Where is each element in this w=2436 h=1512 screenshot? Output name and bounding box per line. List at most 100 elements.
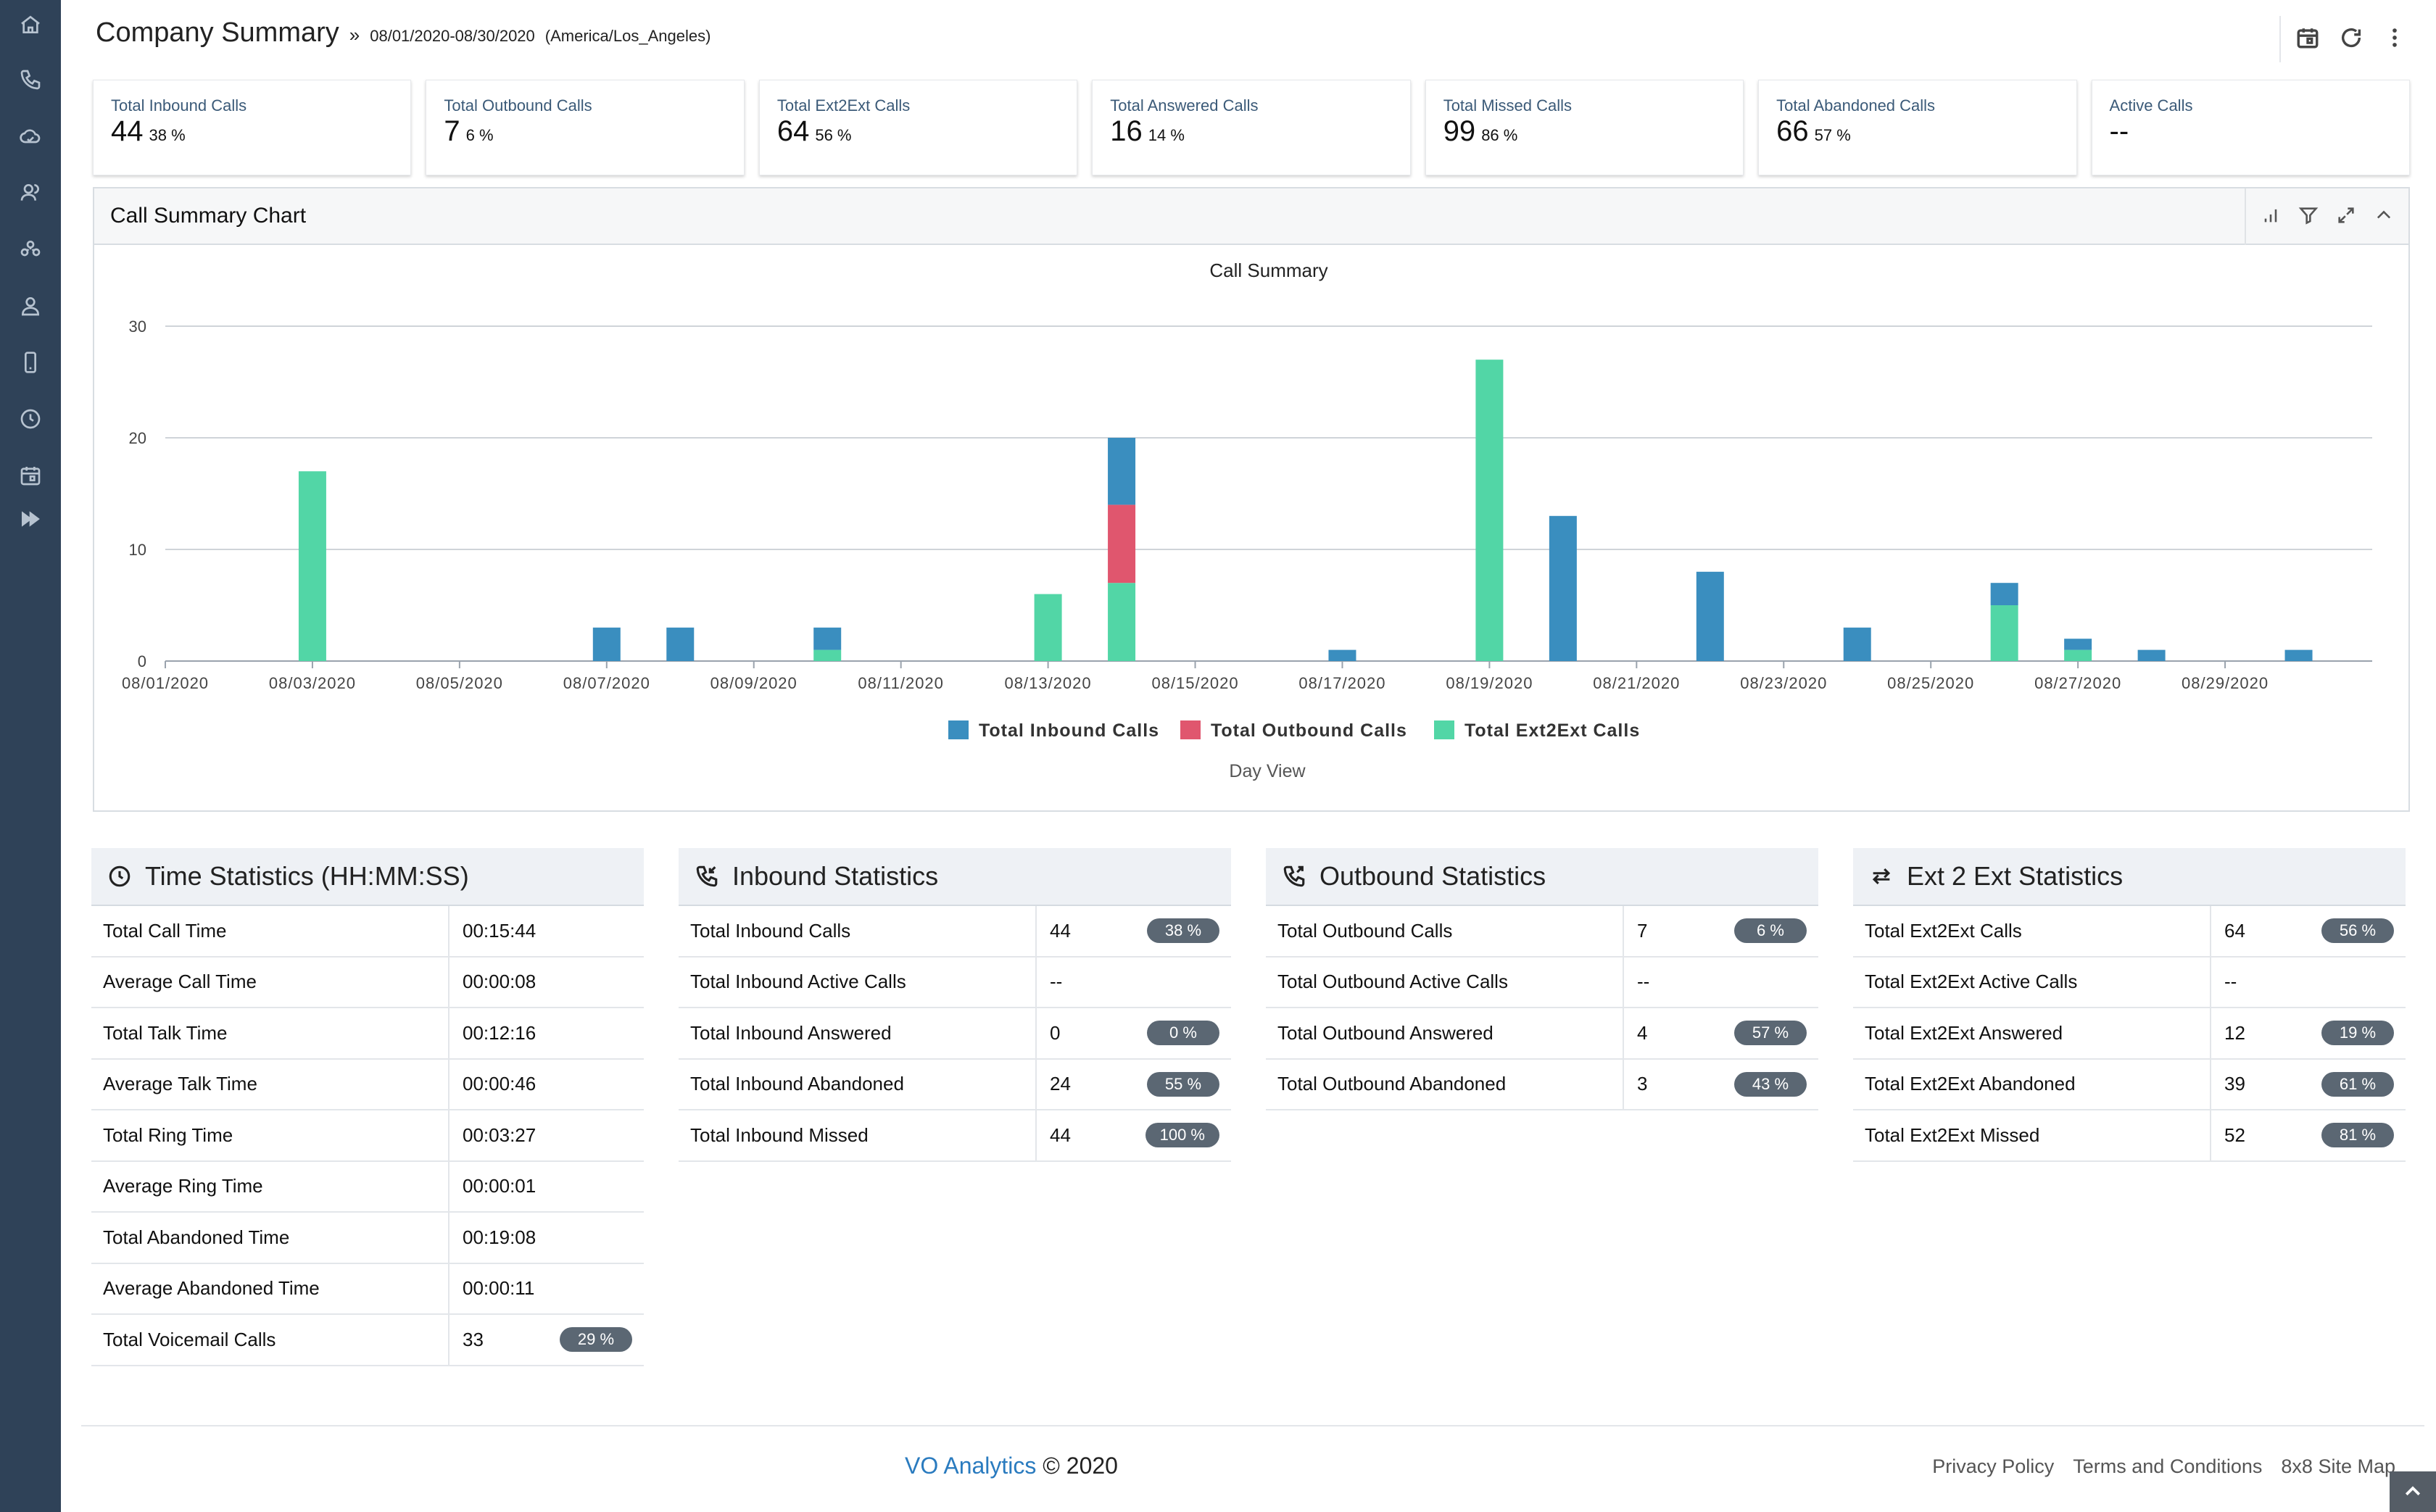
row-value: 00:00:11 bbox=[463, 1277, 535, 1300]
y-tick-label: 30 bbox=[129, 317, 146, 336]
kpi-card-abandoned[interactable]: Total Abandoned Calls 66 57 % bbox=[1758, 80, 2077, 175]
calendar-icon[interactable] bbox=[16, 461, 45, 490]
call-summary-chart-panel: Call Summary Chart Call Summary 0 10 20 30 08… bbox=[93, 187, 2410, 812]
kpi-card-answered[interactable]: Total Answered Calls 16 14 % bbox=[1092, 80, 1411, 175]
user-icon[interactable] bbox=[16, 291, 45, 320]
more-vertical-icon[interactable] bbox=[2382, 25, 2407, 54]
kpi-percent: 57 % bbox=[1814, 126, 1851, 144]
row-value-cell: -- bbox=[1037, 958, 1231, 1008]
legend-swatch bbox=[948, 720, 969, 739]
row-label: Total Ring Time bbox=[91, 1110, 450, 1160]
row-value: 52 bbox=[2224, 1123, 2245, 1146]
table-row: Total Voicemail Calls 33 29 % bbox=[91, 1315, 644, 1366]
bar bbox=[2284, 649, 2313, 661]
expand-icon[interactable] bbox=[16, 504, 45, 533]
kpi-card-missed[interactable]: Total Missed Calls 99 86 % bbox=[1425, 80, 1744, 175]
x-tick-label: 08/05/2020 bbox=[416, 674, 503, 692]
bar bbox=[666, 627, 695, 661]
row-label: Total Ext2Ext Abandoned bbox=[1853, 1059, 2211, 1109]
table-row: Average Abandoned Time 00:00:11 bbox=[91, 1263, 644, 1315]
row-value: 64 bbox=[2224, 919, 2245, 942]
row-value: 39 bbox=[2224, 1073, 2245, 1095]
bar bbox=[1696, 571, 1724, 661]
table-row: Average Call Time 00:00:08 bbox=[91, 957, 644, 1008]
table-row: Total Outbound Abandoned 3 43 % bbox=[1266, 1059, 1818, 1110]
scroll-to-top-button[interactable] bbox=[2390, 1471, 2436, 1512]
terms-link[interactable]: Terms and Conditions bbox=[2073, 1455, 2263, 1477]
clock-icon[interactable] bbox=[16, 404, 45, 433]
row-value-cell: 64 56 % bbox=[2211, 906, 2406, 956]
chart-type-icon[interactable] bbox=[2261, 205, 2281, 229]
row-value: 00:12:16 bbox=[463, 1021, 536, 1044]
kpi-card-inbound[interactable]: Total Inbound Calls 44 38 % bbox=[93, 80, 412, 175]
row-label: Average Abandoned Time bbox=[91, 1263, 450, 1313]
x-tick-label: 08/01/2020 bbox=[122, 674, 209, 692]
call-summary-chart: Call Summary 0 10 20 30 08/01/2020 08/03/2020 0… bbox=[122, 259, 2372, 781]
calendar-icon[interactable] bbox=[2295, 25, 2320, 54]
table-row: Total Call Time 00:15:44 bbox=[91, 906, 644, 958]
row-value-cell: 39 61 % bbox=[2211, 1060, 2406, 1110]
fullscreen-icon[interactable] bbox=[2336, 205, 2356, 229]
kpi-card-active[interactable]: Active Calls -- bbox=[2091, 80, 2410, 175]
kpi-label: Total Missed Calls bbox=[1443, 96, 1572, 115]
kpi-card-ext2ext[interactable]: Total Ext2Ext Calls 64 56 % bbox=[758, 80, 1078, 175]
agents-icon[interactable] bbox=[16, 178, 45, 207]
row-label: Average Talk Time bbox=[91, 1059, 450, 1109]
mobile-icon[interactable] bbox=[16, 348, 45, 377]
x-tick-label: 08/23/2020 bbox=[1740, 674, 1827, 692]
table-row: Total Inbound Abandoned 24 55 % bbox=[679, 1059, 1231, 1110]
date-range: 08/01/2020-08/30/2020 bbox=[370, 27, 535, 45]
row-label: Total Voicemail Calls bbox=[91, 1315, 450, 1365]
bar bbox=[813, 627, 842, 650]
group-icon[interactable] bbox=[16, 235, 45, 264]
phone-icon[interactable] bbox=[16, 65, 45, 94]
percent-badge: 56 % bbox=[2321, 918, 2394, 944]
row-value-cell: 00:00:08 bbox=[450, 958, 644, 1008]
bar bbox=[298, 471, 326, 661]
row-label: Total Inbound Abandoned bbox=[679, 1059, 1037, 1109]
bar bbox=[1108, 504, 1136, 583]
bar bbox=[1475, 360, 1504, 661]
site-map-link[interactable]: 8x8 Site Map bbox=[2281, 1455, 2395, 1477]
brand-link[interactable]: VO Analytics bbox=[905, 1453, 1037, 1479]
sidebar bbox=[0, 0, 61, 1512]
bar bbox=[2064, 649, 2092, 661]
percent-badge: 61 % bbox=[2321, 1071, 2394, 1097]
bar bbox=[592, 627, 621, 661]
chevron-up-icon bbox=[2405, 1486, 2421, 1496]
row-label: Average Call Time bbox=[91, 957, 450, 1007]
clock-icon bbox=[109, 865, 130, 887]
outbound-statistics-table: Total Outbound Calls 7 6 % Total Outbound A… bbox=[1266, 906, 1818, 1110]
percent-badge: 29 % bbox=[560, 1327, 632, 1353]
x-tick-label: 08/19/2020 bbox=[1446, 674, 1533, 692]
row-value: 00:19:08 bbox=[463, 1226, 536, 1248]
ext-statistics-table: Total Ext2Ext Calls 64 56 % Total Ext2Ext A… bbox=[1853, 906, 2406, 1162]
percent-badge: 0 % bbox=[1147, 1021, 1219, 1046]
chart-panel-header: Call Summary Chart bbox=[94, 188, 2408, 245]
kpi-card-outbound[interactable]: Total Outbound Calls 7 6 % bbox=[426, 80, 745, 175]
kpi-label: Total Inbound Calls bbox=[111, 96, 247, 115]
row-label: Total Outbound Active Calls bbox=[1266, 957, 1624, 1007]
row-label: Total Inbound Missed bbox=[679, 1110, 1037, 1160]
x-tick-label: 08/03/2020 bbox=[269, 674, 356, 692]
table-row: Total Outbound Calls 7 6 % bbox=[1266, 906, 1818, 958]
percent-badge: 38 % bbox=[1147, 918, 1219, 944]
cloud-icon[interactable] bbox=[16, 122, 45, 151]
kpi-value: 64 bbox=[776, 115, 810, 147]
y-tick-label: 20 bbox=[129, 429, 146, 447]
x-tick-label: 08/17/2020 bbox=[1298, 674, 1385, 692]
collapse-icon[interactable] bbox=[2374, 205, 2394, 229]
x-tick-label: 08/11/2020 bbox=[858, 674, 943, 692]
filter-icon[interactable] bbox=[2298, 205, 2319, 229]
refresh-icon[interactable] bbox=[2339, 25, 2364, 54]
privacy-policy-link[interactable]: Privacy Policy bbox=[1932, 1455, 2055, 1477]
row-value-cell: 00:12:16 bbox=[450, 1008, 644, 1058]
row-value-cell: 00:00:11 bbox=[450, 1264, 644, 1314]
table-row: Total Inbound Missed 44 100 % bbox=[679, 1110, 1231, 1162]
kpi-percent: 38 % bbox=[149, 126, 186, 144]
row-label: Total Talk Time bbox=[91, 1008, 450, 1058]
row-label: Total Inbound Calls bbox=[679, 906, 1037, 956]
home-icon[interactable] bbox=[16, 10, 45, 39]
kpi-value: -- bbox=[2109, 115, 2129, 147]
kpi-label: Total Outbound Calls bbox=[444, 96, 592, 115]
